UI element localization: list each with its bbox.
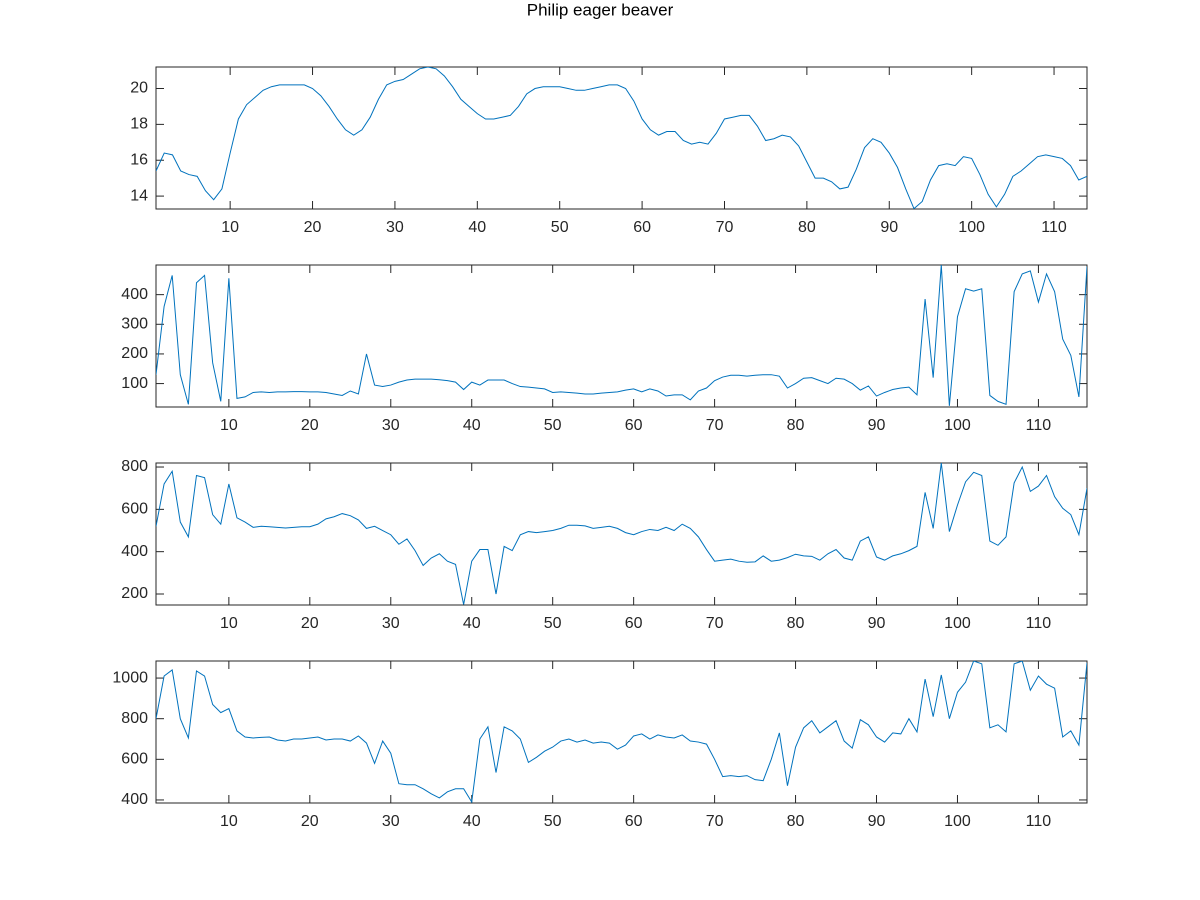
x-tick-label: 100	[958, 219, 985, 236]
x-tick-label: 40	[463, 813, 481, 830]
x-tick-label: 90	[868, 417, 886, 434]
x-tick-label: 50	[544, 615, 562, 632]
x-tick-label: 90	[868, 615, 886, 632]
x-tick-label: 80	[787, 417, 805, 434]
axes-box	[155, 462, 1088, 606]
y-tick-label: 400	[121, 543, 148, 560]
x-tick-label: 20	[301, 813, 319, 830]
y-tick-label: 200	[121, 345, 148, 362]
y-tick-label: 14	[130, 187, 148, 204]
x-tick-label: 30	[382, 615, 400, 632]
y-tick-label: 1000	[112, 669, 148, 686]
x-tick-label: 110	[1026, 615, 1052, 632]
x-tick-label: 30	[382, 813, 400, 830]
subplot: 14 16 18 20 10 20 30 40 50 60 70 80 90 100 110	[130, 66, 1088, 236]
x-tick-label: 110	[1026, 813, 1052, 830]
x-tick-label: 70	[706, 615, 724, 632]
x-tick-label: 70	[706, 813, 724, 830]
y-tick-label: 20	[130, 80, 148, 97]
subplot: 100 200 300 400 10 20 30 40 50 60 70 80 90 100 110	[121, 264, 1088, 434]
data-line	[156, 463, 1087, 605]
y-tick-label: 800	[121, 458, 148, 475]
y-tick-label: 100	[121, 375, 148, 392]
x-tick-label: 110	[1041, 219, 1067, 236]
x-tick-label: 20	[304, 219, 322, 236]
y-tick-label: 16	[130, 151, 148, 168]
subplot: 400 600 800 1000 10 20 30 40 50 60 70 80 90 100 110	[112, 660, 1088, 830]
x-tick-label: 70	[706, 417, 724, 434]
data-line	[156, 661, 1087, 803]
plot-area	[156, 67, 1087, 209]
y-tick-label: 200	[121, 585, 148, 602]
x-tick-label: 40	[463, 615, 481, 632]
plot-area	[156, 463, 1087, 605]
y-tick-label: 18	[130, 116, 148, 133]
x-tick-label: 50	[544, 813, 562, 830]
x-tick-label: 100	[944, 813, 971, 830]
y-tick-label: 800	[121, 710, 148, 727]
x-tick-label: 100	[944, 615, 971, 632]
x-tick-label: 10	[220, 615, 238, 632]
x-tick-label: 40	[463, 417, 481, 434]
data-line	[156, 67, 1087, 209]
x-tick-label: 80	[787, 813, 805, 830]
x-tick-label: 60	[625, 615, 643, 632]
x-tick-label: 90	[880, 219, 898, 236]
y-tick-label: 400	[121, 791, 148, 808]
x-tick-label: 20	[301, 417, 319, 434]
x-tick-label: 50	[551, 219, 569, 236]
x-tick-label: 60	[625, 813, 643, 830]
y-tick-label: 300	[121, 316, 148, 333]
x-tick-label: 50	[544, 417, 562, 434]
y-tick-label: 600	[121, 751, 148, 768]
data-line	[156, 265, 1087, 406]
x-tick-label: 60	[625, 417, 643, 434]
x-tick-label: 10	[221, 219, 239, 236]
axes-box	[155, 264, 1088, 408]
axes-box	[155, 660, 1088, 804]
axes-box	[155, 66, 1088, 210]
x-tick-label: 80	[787, 615, 805, 632]
figure-title: Philip eager beaver	[527, 0, 674, 19]
subplot: 200 400 600 800 10 20 30 40 50 60 70 80 90 100 110	[121, 458, 1088, 632]
x-tick-label: 70	[716, 219, 734, 236]
plot-area	[156, 265, 1087, 406]
x-tick-label: 100	[944, 417, 971, 434]
x-tick-label: 60	[633, 219, 651, 236]
x-tick-label: 40	[468, 219, 486, 236]
x-tick-label: 20	[301, 615, 319, 632]
plot-area	[156, 661, 1087, 803]
y-tick-label: 400	[121, 286, 148, 303]
x-tick-label: 30	[386, 219, 404, 236]
x-tick-label: 90	[868, 813, 886, 830]
y-tick-label: 600	[121, 501, 148, 518]
x-tick-label: 110	[1026, 417, 1052, 434]
x-tick-label: 80	[798, 219, 816, 236]
x-tick-label: 30	[382, 417, 400, 434]
x-tick-label: 10	[220, 813, 238, 830]
x-tick-label: 10	[220, 417, 238, 434]
